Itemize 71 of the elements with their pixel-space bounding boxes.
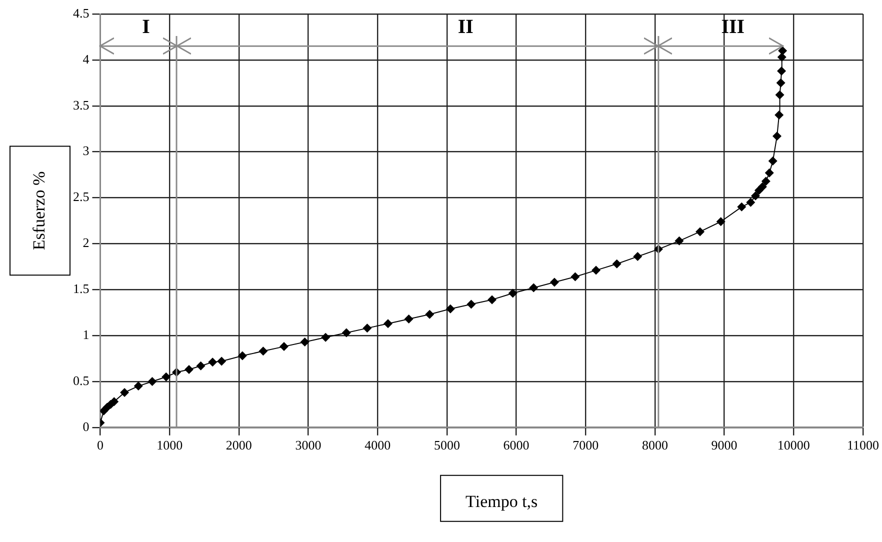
x-tick-label: 11000 <box>846 438 880 453</box>
point <box>466 300 476 309</box>
point <box>425 310 434 319</box>
point <box>321 332 330 342</box>
point <box>777 66 786 76</box>
point <box>777 52 786 62</box>
y-tick-label: 3.5 <box>73 97 90 112</box>
y-tick-label: 0 <box>82 418 90 434</box>
x-tick-label: 4000 <box>364 438 391 453</box>
point <box>362 324 372 333</box>
point <box>446 304 455 314</box>
y-axis-title: Esfuerzo % <box>29 171 48 250</box>
point <box>737 202 746 212</box>
point <box>570 272 580 282</box>
x-tick-label: 2000 <box>226 438 252 453</box>
point <box>550 278 559 287</box>
point <box>758 182 767 192</box>
point <box>746 198 756 207</box>
point <box>120 388 130 397</box>
point <box>342 328 351 338</box>
point <box>508 288 518 298</box>
point <box>612 259 622 268</box>
annotation: I <box>142 16 150 38</box>
point <box>258 346 268 356</box>
x-axis-title: Tiempo t,s <box>466 492 538 511</box>
point <box>184 365 194 374</box>
point <box>774 110 784 120</box>
point <box>761 176 770 186</box>
point <box>696 227 705 236</box>
point <box>529 283 538 292</box>
point <box>775 90 784 100</box>
point <box>592 266 601 275</box>
point <box>384 319 393 328</box>
point <box>488 295 497 304</box>
point <box>134 382 143 391</box>
point <box>768 156 778 166</box>
point <box>300 337 310 346</box>
point <box>772 132 782 141</box>
y-tick-label: 1 <box>82 326 90 342</box>
point <box>674 236 684 246</box>
x-tick-label: 8000 <box>642 438 668 453</box>
point <box>280 342 288 352</box>
y-tick-label: 4 <box>82 51 90 66</box>
point <box>148 376 157 386</box>
annotation: II <box>458 16 474 38</box>
x-tick-label: 3000 <box>295 438 322 453</box>
point <box>716 217 726 226</box>
y-tick-label: 2.5 <box>73 189 90 204</box>
point <box>238 351 247 360</box>
point <box>633 252 642 262</box>
point <box>751 191 760 200</box>
x-tick-label: 9000 <box>711 438 738 453</box>
point <box>778 46 788 56</box>
y-tick-label: 3 <box>82 143 90 158</box>
x-tick-label: 5000 <box>434 438 460 453</box>
point <box>196 361 206 370</box>
x-tick-label: 6000 <box>503 438 530 453</box>
y-tick-label: 4.5 <box>73 5 90 20</box>
point <box>764 168 774 178</box>
point <box>404 314 414 324</box>
x-tick-label: 10000 <box>777 438 810 453</box>
x-tick-label: 1000 <box>156 438 183 453</box>
y-tick-label: 1.5 <box>73 281 90 296</box>
point <box>208 358 218 367</box>
y-tick-label: 0.5 <box>73 372 90 388</box>
y-tick-label: 2 <box>82 235 90 250</box>
x-tick-label: 7000 <box>572 438 599 453</box>
point <box>776 78 786 88</box>
point <box>162 372 171 382</box>
point <box>217 356 226 366</box>
x-tick-label: 0 <box>97 438 104 453</box>
